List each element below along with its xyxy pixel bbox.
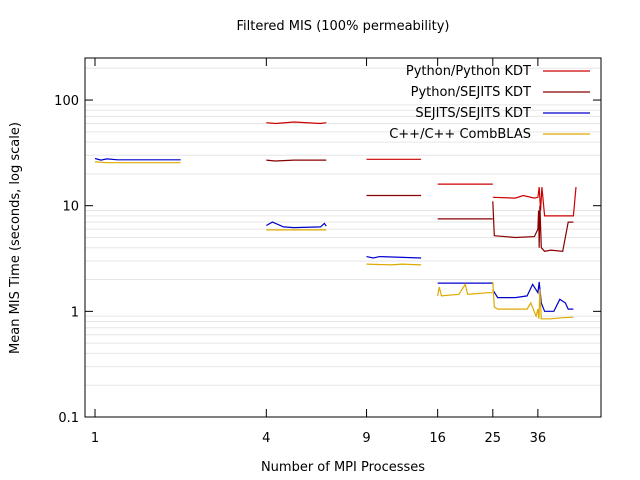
- x-tick-label: 1: [91, 431, 99, 446]
- series-3-segment-3: [437, 282, 493, 297]
- y-axis-label: Mean MIS Time (seconds, log scale): [8, 122, 23, 354]
- series-3-segment-2: [366, 263, 422, 266]
- series-3-segment-4: [492, 281, 574, 320]
- chart-title: Filtered MIS (100% permeability): [236, 19, 449, 34]
- y-tick-label: 0.1: [58, 411, 79, 426]
- series-0-segment-3: [492, 187, 577, 217]
- series-lines: [94, 121, 577, 320]
- series-1-segment-0: [266, 159, 327, 162]
- legend-label: Python/Python KDT: [406, 64, 531, 79]
- series-0-segment-0: [266, 121, 327, 125]
- legend-label: SEJITS/SEJITS KDT: [415, 106, 531, 121]
- x-tick-label: 36: [530, 431, 547, 446]
- y-tick-label: 100: [54, 94, 79, 109]
- x-tick-label: 16: [429, 431, 446, 446]
- series-2-segment-4: [492, 281, 574, 312]
- series-2-segment-1: [266, 221, 327, 229]
- series-2-segment-2: [366, 255, 422, 259]
- series-1-segment-3: [492, 201, 574, 252]
- ticks: 0.1 1 10 100 1 4 9 16 25 36: [54, 58, 601, 446]
- x-tick-label: 4: [262, 431, 270, 446]
- x-axis-label: Number of MPI Processes: [261, 460, 425, 475]
- series-3-segment-0: [94, 161, 181, 164]
- plot-frame: [84, 57, 602, 418]
- legend-label: C++/C++ CombBLAS: [389, 127, 531, 142]
- x-tick-label: 9: [362, 431, 370, 446]
- grid: [85, 67, 601, 386]
- series-2-segment-0: [94, 157, 181, 161]
- x-tick-label: 25: [485, 431, 502, 446]
- legend-label: Python/SEJITS KDT: [411, 85, 531, 100]
- y-tick-label: 1: [71, 305, 79, 320]
- y-tick-label: 10: [62, 200, 79, 215]
- legend: Python/Python KDT Python/SEJITS KDT SEJITS…: [389, 64, 590, 142]
